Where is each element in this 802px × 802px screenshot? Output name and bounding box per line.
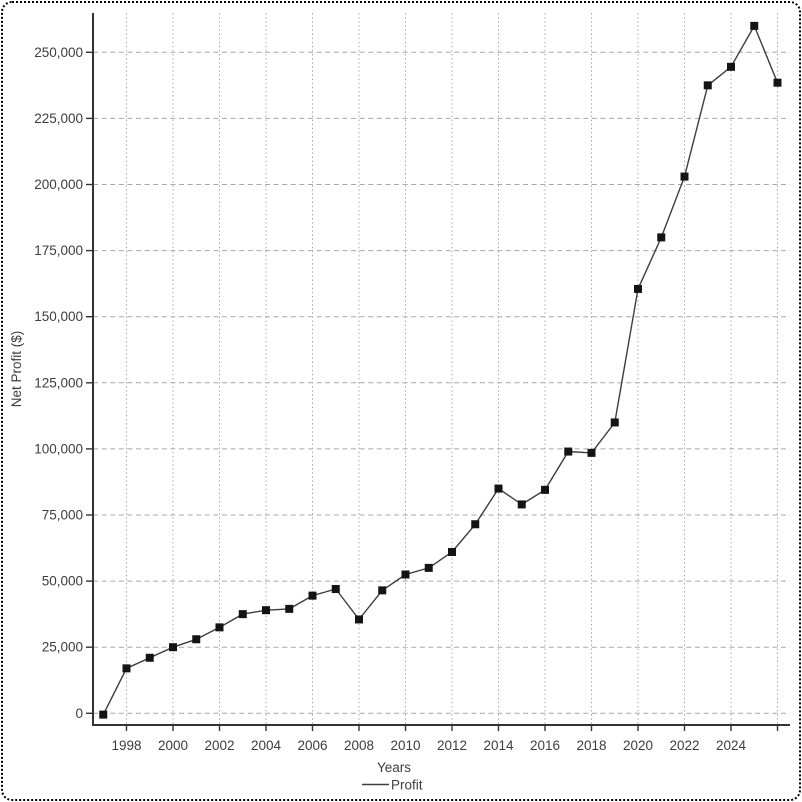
y-tick-label: 125,000 [34,375,83,390]
legend-label: Profit [391,778,423,793]
y-axis-title: Net Profit ($) [9,331,24,408]
data-point-marker [773,78,782,87]
data-point-marker [657,233,666,242]
x-tick-label: 2012 [437,738,467,753]
data-point-marker [308,591,317,600]
data-point-marker [750,21,759,30]
data-point-marker [680,172,689,181]
data-point-marker [169,643,177,652]
y-tick-label: 75,000 [42,508,83,523]
x-tick-label: 2004 [251,738,282,753]
data-point-marker [285,604,294,613]
data-point-marker [587,448,596,457]
y-tick-label: 175,000 [34,243,83,258]
data-point-marker [355,615,363,624]
data-point-marker [471,520,480,529]
x-axis-title: Years [377,760,411,775]
x-tick-label: 2006 [297,738,327,753]
x-tick-label: 2018 [576,738,606,753]
plot-area: 0 25,000 50,000 75,000 100,000 125,000 150,000… [34,13,790,753]
x-tick-label: 2014 [483,738,514,753]
x-tick-label: 2016 [530,738,560,753]
y-tick-label: 25,000 [42,640,83,655]
x-tick-label: 2024 [716,738,747,753]
data-point-marker [424,563,433,572]
data-point-marker [564,447,573,456]
y-tick-label: 250,000 [34,45,83,60]
data-point-marker [215,623,224,632]
data-point-marker [122,664,131,673]
y-tick-label: 0 [75,706,83,721]
data-point-marker [634,284,642,293]
y-tick-label: 200,000 [34,177,83,192]
y-tick-label: 50,000 [42,574,83,589]
x-tick-label: 1998 [111,738,141,753]
data-point-marker [238,610,247,619]
x-tick-label: 2008 [344,738,374,753]
data-point-marker [145,653,154,662]
x-tick-label: 2022 [669,738,699,753]
data-point-marker [192,635,201,644]
x-tick-label: 2010 [390,738,420,753]
data-point-marker [494,484,503,493]
data-point-marker [331,585,340,594]
x-tick-label: 2020 [623,738,653,753]
data-point-marker [610,418,619,427]
data-point-marker [541,485,549,494]
data-point-marker [378,586,387,595]
x-tick-label: 2000 [158,738,188,753]
legend: Profit [362,778,423,793]
profit-line [102,24,779,715]
x-tick-label: 2002 [204,738,234,753]
data-point-marker [517,500,526,509]
y-tick-label: 225,000 [34,111,83,126]
y-tick-label: 150,000 [34,309,83,324]
data-point-marker [262,606,270,615]
y-tick-label: 100,000 [34,441,83,456]
data-point-marker [727,62,735,71]
data-point-marker [401,570,410,579]
data-point-marker [703,81,712,90]
data-point-marker [448,548,456,557]
data-point-marker [99,710,108,719]
